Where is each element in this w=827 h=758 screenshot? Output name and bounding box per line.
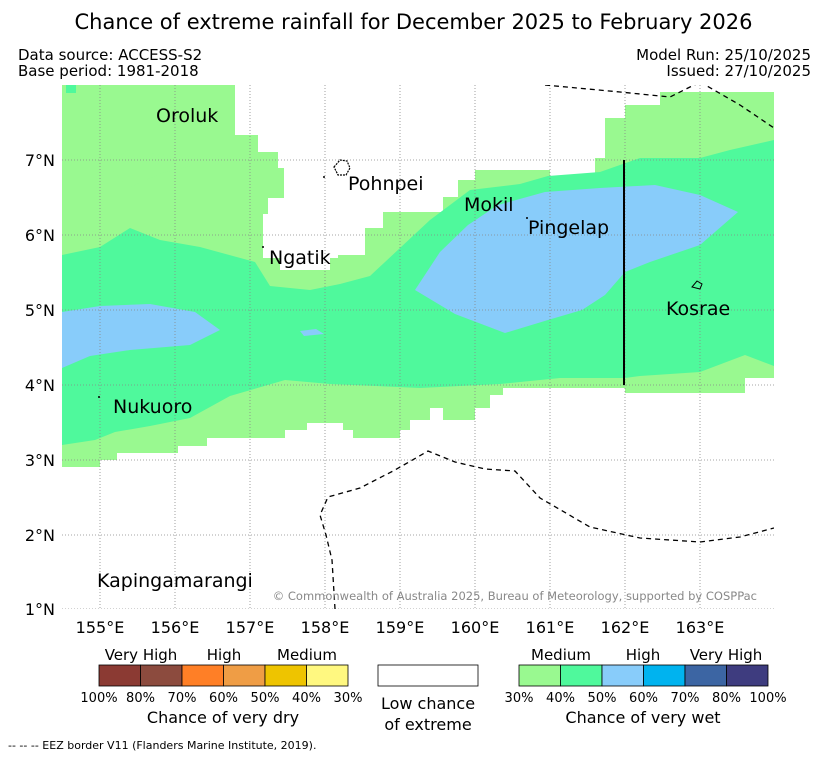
wet-legend-swatch (684, 664, 727, 687)
dry-legend-swatch (140, 664, 183, 687)
wet-legend-percent: 60% (629, 691, 658, 706)
wet-legend-percent: 70% (671, 691, 700, 706)
kosrae-island (691, 280, 703, 290)
label-nukuoro: Nukuoro (113, 396, 192, 418)
wet-legend-percent: 100% (749, 691, 786, 706)
wet-legend-swatch (560, 664, 603, 687)
x-tick-162e: 162°E (601, 618, 650, 637)
wet-medium-patch (108, 150, 190, 188)
x-tick-161e: 161°E (526, 618, 575, 637)
wet-corner-patch (66, 85, 76, 93)
label-ngatik: Ngatik (269, 247, 331, 269)
model-run-info: Model Run: 25/10/2025 Issued: 27/10/2025 (636, 47, 811, 79)
base-period: Base period: 1981-2018 (18, 62, 199, 80)
x-tick-160e: 160°E (451, 618, 500, 637)
ngatik-atoll (262, 246, 264, 248)
dry-level-medium: Medium (277, 646, 337, 664)
ant-atoll (323, 176, 325, 178)
eez-footnote: -- -- -- EEZ border V11 (Flanders Marine… (8, 739, 317, 752)
x-tick-156e: 156°E (151, 618, 200, 637)
wet-legend-swatch (643, 664, 686, 687)
x-tick-163e: 163°E (676, 618, 725, 637)
label-mokil: Mokil (464, 194, 514, 216)
label-kapingamarangi: Kapingamarangi (97, 570, 253, 592)
rainfall-map: Oroluk Pohnpei Mokil Pingelap Ngatik Kos… (25, 85, 787, 734)
wet-high-region-east (415, 185, 738, 333)
dry-legend-swatch (223, 664, 266, 687)
chart-title: Chance of extreme rainfall for December … (74, 10, 753, 34)
dry-legend: Very High High Medium 100% 80% 70% 60% 50% 40… (80, 646, 362, 727)
x-tick-158e: 158°E (301, 618, 350, 637)
dry-level-very-high: Very High (105, 646, 178, 664)
low-chance-line1: Low chance (381, 694, 475, 713)
pingelap-atoll (526, 217, 528, 219)
wet-legend-percent: 40% (546, 691, 575, 706)
dry-legend-percent: 40% (292, 691, 321, 706)
pohnpei-island (333, 159, 351, 176)
wet-level-very-high: Very High (690, 646, 763, 664)
copyright-text: © Commonwealth of Australia 2025, Bureau… (273, 589, 757, 603)
dry-legend-percent: 50% (251, 691, 280, 706)
x-tick-155e: 155°E (76, 618, 125, 637)
dry-legend-percent: 100% (80, 691, 117, 706)
wet-legend-percent: 30% (505, 691, 534, 706)
wet-legend-swatch (518, 664, 561, 687)
label-oroluk: Oroluk (156, 105, 218, 127)
label-kosrae: Kosrae (666, 298, 730, 320)
y-tick-4n: 4°N (25, 376, 55, 395)
dry-legend-swatch (98, 664, 141, 687)
wet-legend-swatch (601, 664, 644, 687)
wet-level-medium: Medium (531, 646, 591, 664)
wet-legend-percent: 80% (712, 691, 741, 706)
y-tick-5n: 5°N (25, 301, 55, 320)
y-tick-3n: 3°N (25, 451, 55, 470)
issued-date: Issued: 27/10/2025 (666, 62, 811, 80)
dry-caption: Chance of very dry (147, 708, 299, 727)
wet-level-high: High (626, 646, 660, 664)
dry-legend-percent: 70% (168, 691, 197, 706)
wet-caption: Chance of very wet (565, 708, 720, 727)
dry-legend-percent: 80% (126, 691, 155, 706)
wet-high-region-west (62, 304, 220, 368)
y-tick-6n: 6°N (25, 226, 55, 245)
dry-legend-percent: 60% (209, 691, 238, 706)
dry-level-high: High (207, 646, 241, 664)
dry-legend-swatch (306, 664, 349, 687)
x-tick-157e: 157°E (226, 618, 275, 637)
nukuoro-atoll (98, 396, 100, 398)
dry-legend-swatch (264, 664, 307, 687)
eez-border (319, 85, 774, 609)
y-tick-7n: 7°N (25, 151, 55, 170)
wet-legend: Medium High Very High 30% 40% 50% 60% 70% 80%… (505, 646, 787, 727)
dry-legend-percent: 30% (334, 691, 363, 706)
y-tick-1n: 1°N (25, 600, 55, 619)
data-source-info: Data source: ACCESS-S2 Base period: 1981… (18, 47, 202, 79)
y-tick-2n: 2°N (25, 526, 55, 545)
wet-legend-percent: 50% (588, 691, 617, 706)
wet-legend-swatch (726, 664, 769, 687)
low-chance-swatch (377, 664, 479, 687)
label-pohnpei: Pohnpei (348, 173, 424, 195)
dry-legend-swatch (181, 664, 224, 687)
label-pingelap: Pingelap (528, 217, 609, 239)
data-source: Data source: ACCESS-S2 (18, 46, 203, 64)
wet-high-patch (300, 329, 324, 336)
model-run: Model Run: 25/10/2025 (636, 46, 811, 64)
x-tick-159e: 159°E (376, 618, 425, 637)
low-chance-line2: of extreme (384, 715, 471, 734)
